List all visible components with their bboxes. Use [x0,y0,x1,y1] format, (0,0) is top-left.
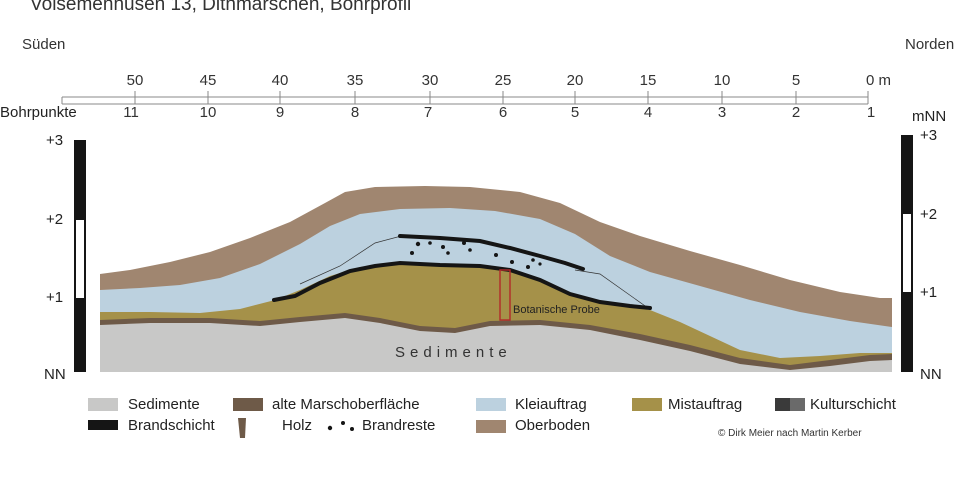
botanische-probe-box [499,269,511,321]
scale-label: 35 [346,72,364,89]
right-tick-label: +3 [920,127,938,144]
scale-label: 5 [791,72,801,89]
legend-swatches [88,398,805,438]
direction-north: Norden [905,36,955,53]
scale-label: 45 [199,72,217,89]
sediments-label: Sedimente [395,344,512,361]
scale-label: 0 m [866,72,892,89]
direction-south: Süden [22,36,66,53]
bohrpunkt-number: 2 [791,104,801,121]
bohrpunkt-number: 3 [717,104,727,121]
credit-line: © Dirk Meier nach Martin Kerber [718,428,862,439]
legend-label-brand: Brandschicht [128,417,215,434]
bohrpunkt-number: 7 [423,104,433,121]
scale-label: 50 [126,72,144,89]
right-tick-label: NN [920,366,942,383]
legend-label-holz: Holz [282,417,313,434]
brandschicht-upper [398,234,585,271]
bohrpunkt-number: 10 [199,104,217,121]
bohrpunkt-number: 8 [350,104,360,121]
bohrpunkt-number: 5 [570,104,580,121]
scale-label: 15 [639,72,657,89]
scale-label: 10 [713,72,731,89]
legend-label-ober: Oberboden [515,417,591,434]
botanische-probe-label: Botanische Probe [513,304,600,316]
legend-label-brandreste: Brandreste [362,417,436,434]
bohrpunkte-label: Bohrpunkte [0,104,77,121]
left-tick-label: +3 [46,132,64,149]
left-height-bar [74,140,86,372]
bohrpunkt-number: 4 [643,104,653,121]
mound-outline [299,234,649,309]
scale-label: 20 [566,72,584,89]
brandreste-marks [410,241,542,269]
scale-label: 40 [271,72,289,89]
legend-label-alte-marsch: alte Marschoberfläche [272,396,420,413]
left-tick-label: NN [44,366,66,383]
legend-label-kultur: Kulturschicht [810,396,896,413]
legend-label-klei: Kleiauftrag [515,396,587,413]
diagram-title: Volsemenhusen 13, Dithmarschen, Bohrprof… [30,0,412,15]
bohrpunkt-number: 1 [866,104,876,121]
right-height-bar [901,135,913,372]
legend-label-sedimente: Sedimente [128,396,200,413]
right-tick-label: +2 [920,206,938,223]
left-tick-label: +2 [46,211,64,228]
sediment-layer [100,318,892,372]
left-tick-label: +1 [46,289,64,306]
meter-scale-ruler [61,91,869,105]
bohrpunkt-number: 11 [123,104,139,121]
scale-label: 25 [494,72,512,89]
brandschicht-lower [272,260,652,310]
scale-label: 30 [421,72,439,89]
legend-label-mist: Mistauftrag [668,396,743,413]
right-tick-label: +1 [920,284,938,301]
right-axis-unit: mNN [912,108,947,125]
bohrpunkt-number: 6 [498,104,508,121]
bohrpunkt-number: 9 [275,104,285,121]
